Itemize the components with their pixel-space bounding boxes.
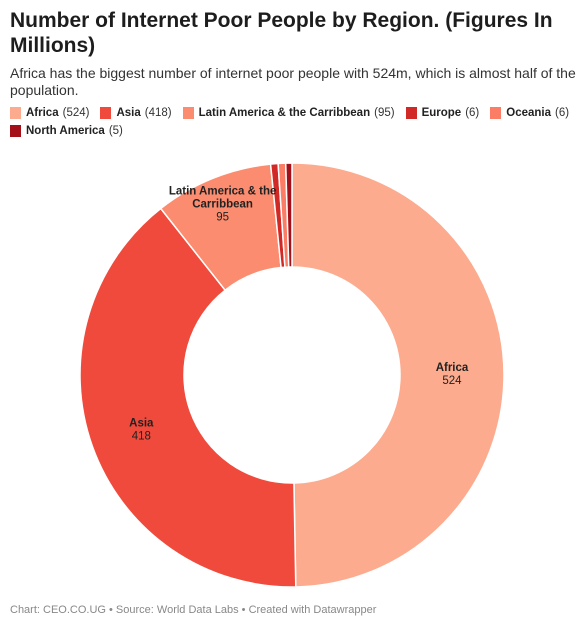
slice-label-value: 95 bbox=[216, 212, 229, 224]
legend-value: (6) bbox=[465, 107, 480, 119]
legend-swatch bbox=[405, 107, 417, 119]
legend-label: North America bbox=[26, 125, 105, 137]
slice-label-name: Carribbean bbox=[192, 199, 253, 211]
legend-item-europe: Europe (6) bbox=[405, 106, 480, 120]
slice-label-name: Latin America & the bbox=[169, 186, 277, 198]
legend-label: Latin America & the Carribbean bbox=[198, 107, 371, 119]
legend-label: Africa bbox=[26, 107, 59, 119]
slice-label-name: Africa bbox=[436, 362, 469, 374]
legend-item-north-america: North America (5) bbox=[10, 124, 123, 138]
legend-value: (524) bbox=[62, 107, 90, 119]
legend-value: (6) bbox=[555, 107, 570, 119]
slice-north-america bbox=[284, 162, 293, 268]
legend-swatch bbox=[10, 125, 21, 137]
legend-value: (5) bbox=[108, 125, 123, 137]
legend-swatch bbox=[182, 107, 194, 119]
slice-label-value: 418 bbox=[132, 430, 151, 442]
legend-value: (418) bbox=[144, 107, 172, 119]
legend-item-oceania: Oceania (6) bbox=[490, 106, 569, 120]
legend-label: Asia bbox=[116, 107, 141, 119]
chart-footer: Chart: CEO.CO.UG • Source: World Data La… bbox=[10, 604, 377, 616]
slice-label-value: 524 bbox=[442, 375, 462, 387]
chart-subtitle: Africa has the biggest number of interne… bbox=[10, 65, 576, 98]
slice-africa bbox=[291, 162, 505, 588]
legend-item-asia: Asia (418) bbox=[100, 106, 172, 120]
legend-item-latin-america-and-the-carribbean: Latin America & the Carribbean (95) bbox=[182, 106, 395, 120]
chart-title: Number of Internet Poor People by Region… bbox=[10, 9, 553, 57]
legend-swatch bbox=[10, 107, 21, 119]
legend-item-africa: Africa (524) bbox=[10, 106, 89, 120]
legend-swatch bbox=[100, 107, 112, 119]
legend: Africa (524) Asia (418) Latin America & the … bbox=[10, 106, 576, 138]
legend-label: Oceania bbox=[506, 107, 551, 119]
slice-label-name: Asia bbox=[129, 417, 154, 429]
slice-asia bbox=[79, 207, 297, 588]
legend-swatch bbox=[490, 107, 502, 119]
legend-label: Europe bbox=[421, 107, 462, 119]
legend-value: (95) bbox=[374, 107, 395, 119]
